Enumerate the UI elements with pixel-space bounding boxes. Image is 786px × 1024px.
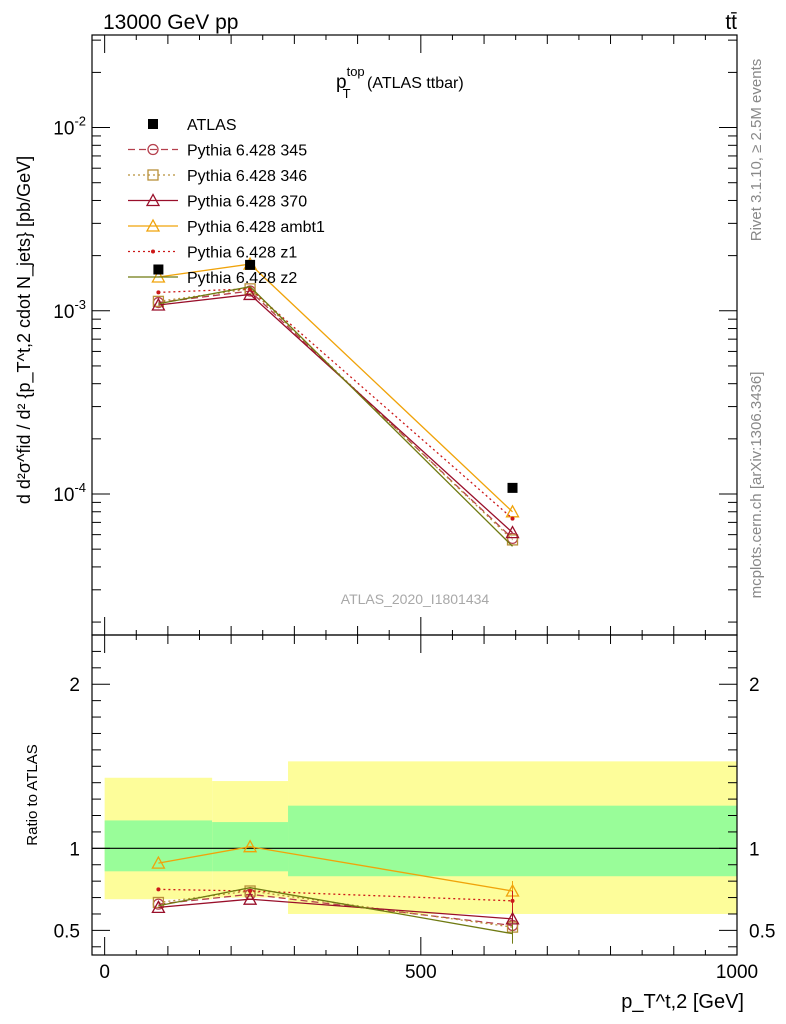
ratio-series xyxy=(151,839,520,944)
legend-marker xyxy=(147,169,159,181)
analysis-watermark: ATLAS_2020_I1801434 xyxy=(341,591,490,607)
series-point xyxy=(510,516,515,521)
atlas-data-point xyxy=(153,264,164,275)
ratio-series-line xyxy=(158,890,513,928)
ratio-bands xyxy=(92,761,737,914)
x-tick-label: 0 xyxy=(99,962,110,983)
ratio-frame xyxy=(91,634,738,956)
ratio-point xyxy=(242,891,258,905)
stat-uncertainty-band xyxy=(288,805,737,877)
legend-marker xyxy=(151,249,155,254)
y-tick-label: 10-2 xyxy=(53,114,86,140)
mcplots-label: mcplots.cern.ch [arXiv:1306.3436] xyxy=(748,372,765,599)
header-energy: 13000 GeV pp xyxy=(103,11,238,34)
x-tick-label: 500 xyxy=(405,962,437,983)
ratio-series-line xyxy=(158,887,513,935)
ratio-y-tick-label: 2 xyxy=(69,675,80,696)
ratio-y-tick-label: 1 xyxy=(69,839,80,860)
x-axis-label: p_T^t,2 [GeV] xyxy=(621,991,744,1013)
ratio-axes: 0 500 1000 0.5 0.5 1 1 2 2 xyxy=(54,635,775,983)
legend: ATLAS Pythia 6.428 345 Pythia 6.428 346 Pyt… xyxy=(128,117,325,287)
ratio-point xyxy=(151,855,166,869)
series-point xyxy=(152,295,165,308)
series-point xyxy=(151,297,166,311)
plot-title-sub: T xyxy=(343,86,351,101)
ratio-point xyxy=(510,898,515,903)
y-tick-label: 10-3 xyxy=(53,297,86,323)
stat-uncertainty-band xyxy=(104,820,213,872)
plot-title-base: p xyxy=(336,72,347,93)
series-line xyxy=(158,290,513,539)
legend-label: Pythia 6.428 346 xyxy=(187,168,307,185)
legend-label: Pythia 6.428 370 xyxy=(187,194,307,211)
series-point xyxy=(505,525,520,539)
ratio-point xyxy=(151,900,166,914)
y-axis-label-main: d d²σ^fid / d² {p_T^t,2 cdot N_jets} [pb… xyxy=(14,156,35,504)
series-line xyxy=(158,288,513,541)
legend-marker xyxy=(145,218,161,232)
series-point xyxy=(242,287,258,301)
plot-title: ptop T (ATLAS ttbar) xyxy=(336,64,464,101)
main-series xyxy=(151,256,520,547)
legend-marker xyxy=(148,119,158,129)
legend-label: Pythia 6.428 345 xyxy=(187,143,307,160)
ratio-series-line xyxy=(158,898,513,920)
ratio-point xyxy=(248,889,253,893)
atlas-data-point xyxy=(245,259,256,270)
ratio-y-tick-label-right: 2 xyxy=(749,675,760,696)
legend-label: Pythia 6.428 z1 xyxy=(187,245,297,262)
x-tick-label: 1000 xyxy=(716,962,758,983)
series-line xyxy=(158,293,513,534)
ratio-point xyxy=(152,896,165,909)
atlas-data-point xyxy=(507,482,518,493)
header-process: tt̄ xyxy=(725,11,737,34)
legend-marker xyxy=(145,193,161,207)
rivet-label: Rivet 3.1.10, ≥ 2.5M events xyxy=(748,59,765,242)
legend-label: ATLAS xyxy=(187,117,237,134)
series-point xyxy=(506,534,519,546)
series-point xyxy=(156,290,161,295)
legend-marker xyxy=(147,143,159,156)
legend-label: Pythia 6.428 ambt1 xyxy=(187,219,325,236)
plot-title-rest: (ATLAS ttbar) xyxy=(363,75,464,92)
series-line xyxy=(158,286,513,547)
y-axis-label-ratio: Ratio to ATLAS xyxy=(24,744,41,845)
plot-title-sup: top xyxy=(347,64,365,79)
ratio-y-tick-label: 0.5 xyxy=(54,921,80,942)
ratio-series-line xyxy=(158,846,513,892)
ratio-point xyxy=(242,839,258,853)
ratio-y-tick-label-right: 1 xyxy=(749,839,760,860)
ratio-y-tick-label-right: 0.5 xyxy=(749,921,775,942)
legend-label: Pythia 6.428 z2 xyxy=(187,270,297,287)
y-tick-label: 10-4 xyxy=(53,480,86,506)
ratio-point xyxy=(156,887,161,892)
